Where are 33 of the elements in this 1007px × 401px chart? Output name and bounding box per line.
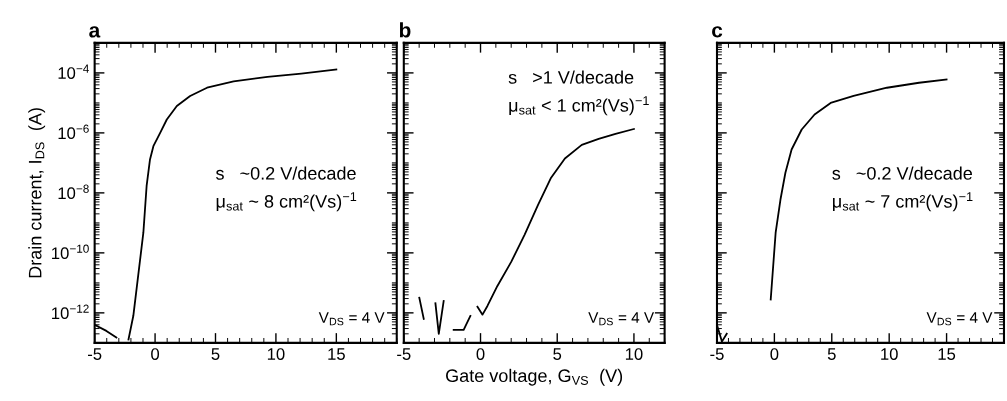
x-tick-label: 5 [553, 348, 562, 360]
x-tick-label: 0 [476, 348, 485, 360]
x-tick-label: 0 [151, 348, 160, 360]
annotation: s ~0.2 V/decade [832, 166, 973, 180]
chart-title: a [89, 26, 101, 38]
annotation: V$_{DS}$ = 4 V [588, 312, 655, 326]
x-tick-label: 5 [211, 348, 220, 360]
annotation: μ$_{sat}$ ~ 7 cm²(Vs)$^{−1}$ [833, 192, 973, 212]
x-tick-label: -5 [710, 348, 724, 360]
y-tick-label: 10$^{−6}$ [58, 124, 89, 140]
x-tick-label: 10 [881, 348, 898, 360]
y-tick-label: 10$^{−4}$ [58, 64, 89, 79]
y-tick-label: 10$^{−10}$ [52, 244, 89, 260]
chart-title: b [399, 22, 411, 38]
x-tick-label: 15 [938, 348, 956, 360]
y-tick-label: 10$^{−8}$ [58, 184, 89, 200]
annotation: s ~0.2 V/decade [216, 166, 356, 180]
x-tick-label: 15 [328, 348, 345, 360]
x-tick-label: 5 [827, 348, 836, 360]
x-tick-label: -5 [397, 348, 411, 360]
x-tick-label: 10 [625, 348, 643, 360]
x-tick-label: -5 [87, 348, 102, 360]
annotation: s >1 V/decade [508, 70, 634, 84]
annotation: μ$_{sat}$ ~ 8 cm²(Vs)$^{−1}$ [216, 192, 357, 212]
annotation: μ$_{sat}$ < 1 cm²(Vs)$^{−1}$ [509, 96, 649, 116]
chart-title: c [712, 26, 723, 38]
annotation: V$_{DS}$ = 4 V [926, 312, 993, 326]
y-axis-title: Drain current, I$_{DS}$ (A) [28, 108, 46, 278]
x-axis-title: Gate voltage, G$_{VS}$ (V) [446, 368, 623, 386]
y-tick-label: 10$^{−12}$ [52, 304, 89, 320]
x-tick-label: 10 [267, 348, 285, 360]
x-tick-label: 0 [770, 348, 779, 360]
annotation: V$_{DS}$ = 4 V [318, 312, 385, 326]
